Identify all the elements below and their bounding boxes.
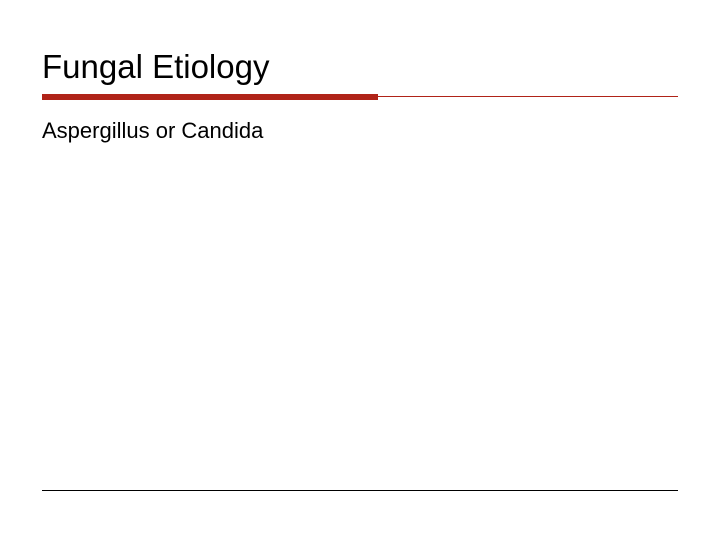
title-underline-thick	[42, 94, 378, 100]
title-underline	[42, 94, 678, 102]
slide-body-text: Aspergillus or Candida	[42, 118, 678, 144]
bottom-divider-line	[42, 490, 678, 491]
slide-title: Fungal Etiology	[42, 48, 678, 86]
slide-container: Fungal Etiology Aspergillus or Candida	[0, 0, 720, 540]
